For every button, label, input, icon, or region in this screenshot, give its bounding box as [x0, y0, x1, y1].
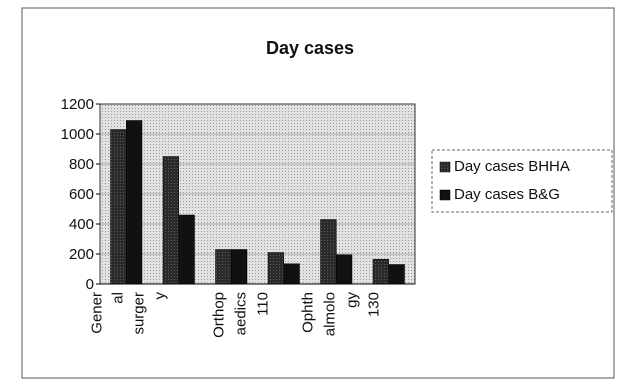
y-tick-label: 0 — [86, 276, 94, 293]
x-tick-label: al — [109, 292, 126, 304]
x-tick-label: almolo — [321, 292, 338, 336]
y-tick-label: 800 — [69, 156, 94, 173]
legend-label-bhha: Day cases BHHA — [454, 158, 570, 175]
bar-day-cases-bhha — [372, 259, 389, 285]
x-tick-label: gy — [343, 292, 360, 308]
legend-label-bg: Day cases B&G — [454, 186, 560, 203]
bar-day-cases-bg — [283, 263, 300, 285]
legend-swatch-bg — [439, 189, 451, 201]
x-tick-label: 130 — [365, 292, 382, 317]
bar-day-cases-bg — [178, 214, 195, 285]
legend-swatch-bhha — [439, 161, 451, 173]
y-tick-label: 400 — [69, 216, 94, 233]
gridlines — [100, 133, 415, 255]
x-axis: Gener al surger y Orthop aedics 110 Ophth almolo… — [88, 283, 415, 338]
x-tick-label: Ophth — [299, 292, 316, 333]
bars — [110, 120, 405, 285]
legend-box — [431, 149, 613, 213]
y-axis: 0 200 400 600 800 1000 1200 — [61, 96, 100, 293]
bar-day-cases-bhha — [110, 129, 127, 285]
legend: Day cases BHHA Day cases B&G — [431, 149, 613, 213]
bar-day-cases-bg — [336, 254, 353, 285]
y-tick-label: 600 — [69, 186, 94, 203]
bar-day-cases-bg — [388, 264, 405, 285]
bar-day-cases-bhha — [162, 156, 179, 285]
bar-day-cases-bhha — [267, 252, 284, 285]
x-tick-label: 110 — [254, 292, 271, 316]
bar-day-cases-bhha — [320, 219, 337, 285]
bar-day-cases-bhha — [215, 249, 232, 285]
x-tick-label: surger — [130, 292, 147, 335]
y-tick-label: 200 — [69, 246, 94, 263]
x-tick-label: Orthop — [210, 292, 227, 338]
y-tick-label: 1200 — [61, 96, 94, 113]
x-tick-label: aedics — [232, 292, 249, 335]
y-tick-label: 1000 — [61, 126, 94, 143]
x-tick-label: y — [151, 292, 168, 300]
chart-title: Day cases — [266, 38, 354, 58]
bar-day-cases-bg — [126, 120, 143, 285]
bar-day-cases-bg — [231, 249, 248, 285]
x-tick-label: Gener — [88, 292, 105, 334]
